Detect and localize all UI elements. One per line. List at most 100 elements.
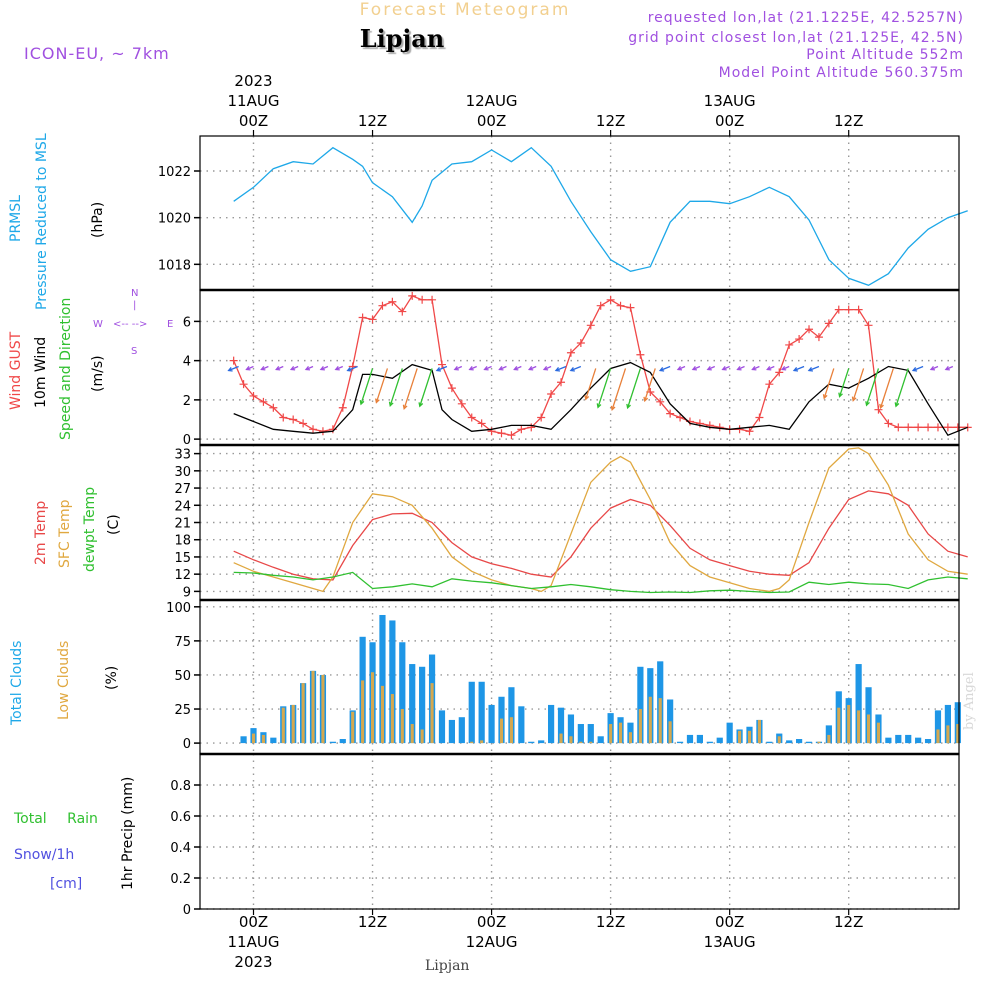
wind-arrow-head — [275, 365, 281, 371]
wind-arrow — [389, 368, 403, 406]
total-cloud-bar — [548, 704, 555, 744]
wind-arrow-head — [865, 401, 870, 407]
gust-marker — [269, 403, 278, 412]
model-point-altitude: Model Point Altitude 560.375m — [718, 65, 964, 81]
total-rain-label: Total Rain — [14, 811, 98, 827]
low-cloud-bar — [291, 704, 295, 744]
requested-coords: requested lon,lat (21.1225E, 42.5257N) — [647, 10, 964, 26]
gust-marker — [437, 360, 446, 369]
low-cloud-bar — [430, 683, 434, 744]
low-cloud-bar — [956, 724, 960, 744]
wind-arrow — [852, 368, 865, 401]
total-cloud-bar — [905, 734, 912, 744]
total-cloud-bar — [726, 722, 733, 744]
compass-n: N — [131, 288, 139, 299]
series-line-10m-wind — [233, 361, 968, 437]
gust-marker — [428, 295, 437, 304]
total-cloud-bar — [538, 740, 545, 744]
bottom-tick-label: 00Z — [476, 913, 507, 931]
gust-marker — [596, 301, 605, 310]
wind-arrow — [570, 365, 582, 372]
low-cloud-bar — [757, 719, 761, 744]
panel-temp: 9 12 15 18 21 24 27 30 33 — [174, 444, 968, 601]
total-cloud-bar — [895, 734, 902, 744]
wind-arrow-head — [569, 367, 575, 372]
total-cloud-bar — [379, 614, 386, 744]
y-tick-label: 30 — [174, 465, 191, 480]
gust-marker — [924, 423, 933, 432]
total-cloud-bar — [448, 719, 455, 744]
wind-arrow — [838, 368, 850, 397]
gust-marker — [487, 427, 496, 436]
y-tick-label: 21 — [174, 517, 191, 532]
series-line-sfc-temp — [233, 447, 968, 593]
series-line-2m-temp — [233, 490, 968, 581]
total-cloud-bar — [528, 741, 535, 744]
wind-arrow — [597, 368, 612, 408]
total-cloud-bar — [855, 664, 862, 744]
low-cloud-bar — [509, 717, 513, 744]
wind-arrow-head — [596, 403, 602, 409]
y-tick-label: 15 — [174, 551, 191, 566]
gust-marker — [626, 303, 635, 312]
gust-marker — [418, 295, 427, 304]
wind-arrow-head — [751, 365, 757, 371]
y-tick-label: 0.2 — [170, 872, 191, 887]
low-cloud-bar — [480, 740, 484, 744]
total-cloud-bar — [924, 739, 932, 744]
gust-marker — [904, 423, 913, 432]
gust-marker — [695, 419, 704, 428]
y-tick-label: 0.4 — [170, 841, 191, 856]
low-cloud-bar — [390, 694, 394, 744]
total-cloud-bar — [786, 740, 793, 744]
wind-arrow-head — [944, 365, 950, 371]
total-cloud-bar — [399, 642, 406, 744]
y-tick-label: 1022 — [158, 165, 191, 180]
y-tick-label: 1018 — [158, 258, 191, 273]
total-cloud-bar — [696, 734, 703, 744]
low-cloud-bar — [281, 707, 285, 744]
panel-frame — [199, 753, 960, 910]
gust-marker — [894, 423, 903, 432]
top-tick-label: 13AUG — [703, 92, 756, 110]
wind-arrow-head — [388, 401, 394, 407]
panel-precip: 0 0.2 0.4 0.6 0.8 — [170, 753, 960, 918]
wind-arrow — [865, 368, 880, 406]
gust-marker — [874, 405, 883, 414]
y-tick-label: 0.8 — [170, 779, 191, 794]
meteogram-title: Forecast Meteogram — [359, 0, 571, 20]
gust-marker — [755, 413, 764, 422]
bottom-tick-label: 12Z — [357, 913, 388, 931]
gust-marker — [517, 425, 526, 434]
top-tick-label: 00Z — [238, 112, 269, 130]
gust-marker — [715, 423, 724, 432]
low-cloud-bar — [638, 709, 642, 744]
wind-arrow-head — [721, 365, 727, 371]
top-tick-label: 12AUG — [465, 92, 518, 110]
gust-marker — [576, 338, 585, 347]
gust-marker — [507, 431, 516, 440]
total-cloud-bar — [508, 687, 515, 744]
wind-arrow-head — [807, 367, 813, 372]
compass-ns-bar: | — [133, 300, 137, 311]
total-cloud-bar — [637, 666, 644, 744]
low-cloud-bar — [668, 721, 672, 744]
total-cloud-bar — [458, 717, 465, 744]
gust-marker — [388, 297, 397, 306]
gust-marker — [864, 321, 873, 330]
y-tick-label: 12 — [174, 568, 191, 583]
total-cloud-bar — [557, 707, 565, 744]
wind-arrow-head — [911, 367, 918, 372]
gust-marker — [259, 397, 268, 406]
wind-arrow — [611, 368, 627, 410]
wind-arrow-head — [498, 365, 504, 371]
wind-arrow-head — [676, 365, 683, 371]
wind-arrow — [823, 368, 835, 399]
wind-arrow-head — [643, 396, 649, 403]
compass-s: S — [131, 346, 138, 357]
total-cloud-bar — [796, 739, 803, 744]
wind-arrow-head — [822, 394, 828, 400]
low-cloud-bar — [866, 714, 871, 744]
series-line-dewpt-temp — [233, 571, 968, 594]
